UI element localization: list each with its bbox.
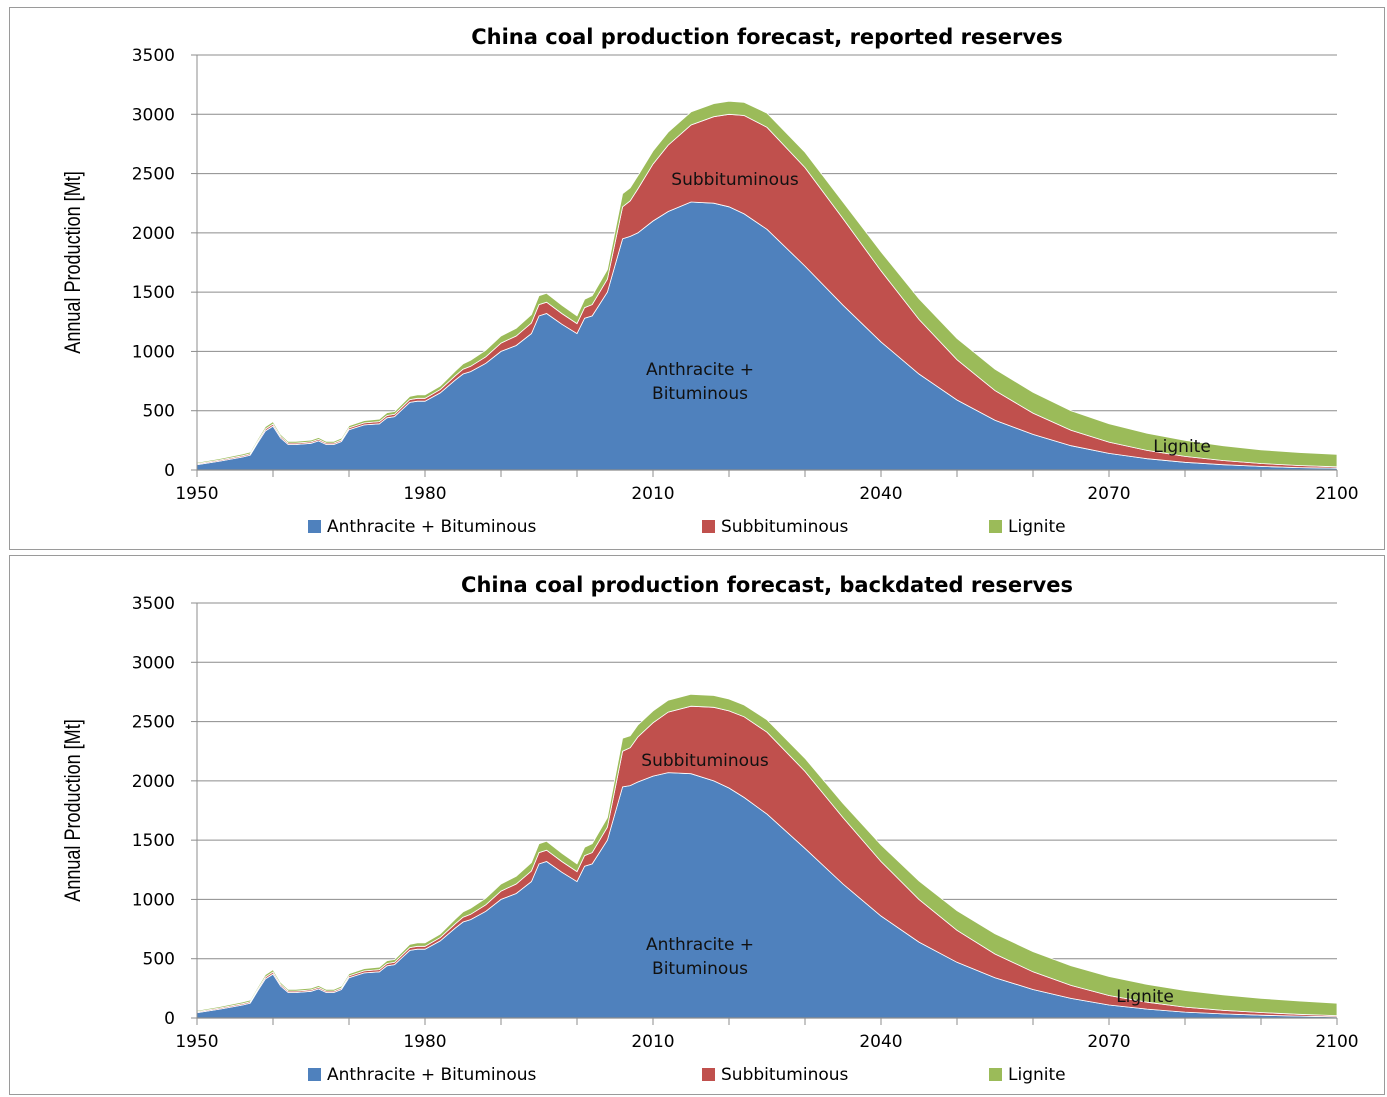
y-axis-label: Annual Production [Mt] [61, 719, 85, 901]
y-tick-label: 0 [164, 1009, 175, 1029]
y-tick-label: 3500 [132, 46, 175, 66]
legend-swatch [989, 520, 1002, 533]
annotation-line: Anthracite + [646, 935, 754, 955]
legend-label: Lignite [1008, 517, 1066, 537]
x-tick-label: 1950 [175, 1032, 218, 1052]
legend-label: Subbituminous [721, 517, 849, 537]
legend-label: Lignite [1008, 1065, 1066, 1085]
chart-backdated-reserves: China coal production forecast, backdate… [61, 573, 1358, 1085]
x-tick-label: 2010 [631, 1032, 674, 1052]
annotation-anthracite: Anthracite + Bituminous [646, 935, 754, 979]
y-axis-label: Annual Production [Mt] [61, 171, 85, 353]
chart-title: China coal production forecast, backdate… [461, 573, 1073, 597]
chart-panel-reported: China coal production forecast, reported… [9, 7, 1385, 550]
annotation-line: Bituminous [652, 384, 748, 404]
legend-swatch [989, 1068, 1002, 1081]
area-series-lignite [196, 100, 1338, 468]
x-tick-label: 2010 [631, 484, 674, 504]
x-tick-label: 1980 [403, 484, 446, 504]
chart-panel-backdated: China coal production forecast, backdate… [9, 555, 1385, 1095]
y-tick-label: 1500 [132, 283, 175, 303]
x-tick-label: 2100 [1315, 484, 1358, 504]
legend-swatch [702, 520, 715, 533]
y-tick-label: 500 [143, 950, 175, 970]
x-tick-label: 1950 [175, 484, 218, 504]
y-tick-label: 3000 [132, 653, 175, 673]
y-tick-label: 1500 [132, 831, 175, 851]
annotation-lignite: Lignite [1153, 437, 1211, 457]
annotation-subbituminous: Subbituminous [641, 751, 769, 771]
area-series-lignite [196, 693, 1338, 1017]
y-tick-label: 500 [143, 402, 175, 422]
y-tick-label: 2500 [132, 713, 175, 733]
y-tick-label: 1000 [132, 890, 175, 910]
x-tick-label: 2040 [859, 1032, 902, 1052]
y-tick-label: 1000 [132, 342, 175, 362]
legend-label: Subbituminous [721, 1065, 849, 1085]
annotation-anthracite: Anthracite + Bituminous [646, 360, 754, 404]
legend-swatch [702, 1068, 715, 1081]
y-tick-label: 2000 [132, 224, 175, 244]
chart-reported-reserves: China coal production forecast, reported… [61, 25, 1358, 537]
y-tick-label: 0 [164, 461, 175, 481]
annotation-line: Bituminous [652, 959, 748, 979]
legend-swatch [308, 1068, 321, 1081]
annotation-subbituminous: Subbituminous [671, 170, 799, 190]
legend-label: Anthracite + Bituminous [327, 517, 537, 537]
panel-divider [0, 550, 1387, 555]
y-tick-label: 3000 [132, 105, 175, 125]
legend-swatch [308, 520, 321, 533]
area-series-anthracite-bituminous [196, 201, 1338, 471]
y-tick-label: 2000 [132, 772, 175, 792]
chart-title: China coal production forecast, reported… [471, 25, 1063, 49]
annotation-line: Anthracite + [646, 360, 754, 380]
x-tick-label: 2070 [1087, 484, 1130, 504]
y-tick-label: 3500 [132, 594, 175, 614]
x-tick-label: 2040 [859, 484, 902, 504]
legend-label: Anthracite + Bituminous [327, 1065, 537, 1085]
x-tick-label: 1980 [403, 1032, 446, 1052]
annotation-lignite: Lignite [1116, 987, 1174, 1007]
y-tick-label: 2500 [132, 165, 175, 185]
x-tick-label: 2070 [1087, 1032, 1130, 1052]
x-tick-label: 2100 [1315, 1032, 1358, 1052]
